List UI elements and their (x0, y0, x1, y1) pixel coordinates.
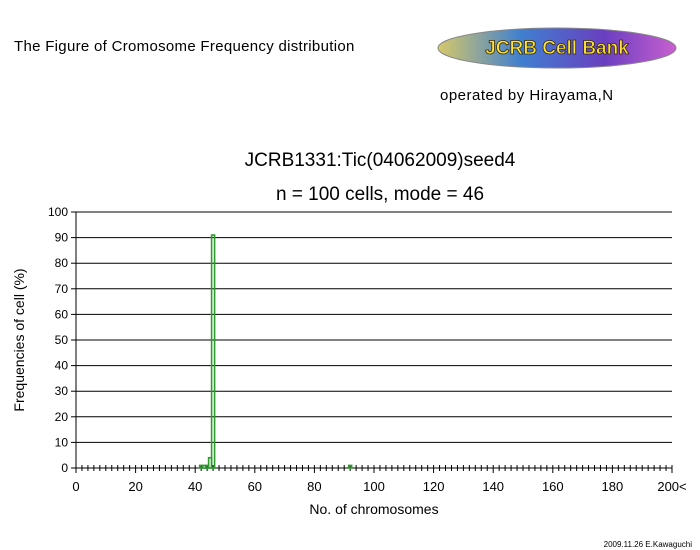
chart-subtitle: n = 100 cells, mode = 46 (275, 184, 485, 205)
frequency-bar (210, 234, 216, 469)
x-axis-label: No. of chromosomes (309, 501, 438, 517)
x-tick-label: 120 (423, 479, 445, 494)
y-tick-label: 30 (55, 384, 69, 398)
x-tick-label: 140 (482, 479, 504, 494)
x-tick-label: 0 (72, 479, 79, 494)
y-tick-label: 40 (55, 359, 69, 373)
x-tick-label: 60 (248, 479, 262, 494)
y-tick-label: 70 (55, 282, 69, 296)
x-tick-label: 180 (602, 479, 624, 494)
y-axis-label: Frequencies of cell (%) (11, 268, 27, 411)
y-tick-label: 10 (55, 435, 69, 449)
author-credit: 2009.11.26 E.Kawaguchi (603, 540, 692, 549)
figure-header-title: The Figure of Cromosome Frequency distri… (14, 38, 355, 55)
frequency-bar (347, 464, 353, 469)
logo-text: JCRB Cell Bank (485, 38, 629, 59)
x-tick-label: 100 (363, 479, 385, 494)
x-tick-label: 40 (188, 479, 202, 494)
y-tick-label: 80 (55, 256, 69, 270)
x-tick-label: 160 (542, 479, 564, 494)
y-tick-label: 60 (55, 307, 69, 321)
y-tick-label: 50 (55, 333, 69, 347)
y-tick-label: 90 (55, 231, 69, 245)
jcrb-cell-bank-logo: JCRB Cell Bank (437, 27, 677, 69)
chart-title: JCRB1331:Tic(04062009)seed4 (244, 150, 516, 171)
y-tick-label: 100 (48, 205, 68, 219)
y-tick-label: 20 (55, 410, 69, 424)
operated-by-text: operated by Hirayama,N (440, 87, 614, 104)
x-tick-label: 20 (128, 479, 142, 494)
chromosome-frequency-chart: 0 10 20 30 40 50 60 70 80 90 100 0 20 40 60 80 100 120 140… (11, 205, 687, 517)
y-tick-label: 0 (61, 461, 68, 475)
x-tick-label: 200< (657, 479, 686, 494)
x-tick-label: 80 (307, 479, 321, 494)
